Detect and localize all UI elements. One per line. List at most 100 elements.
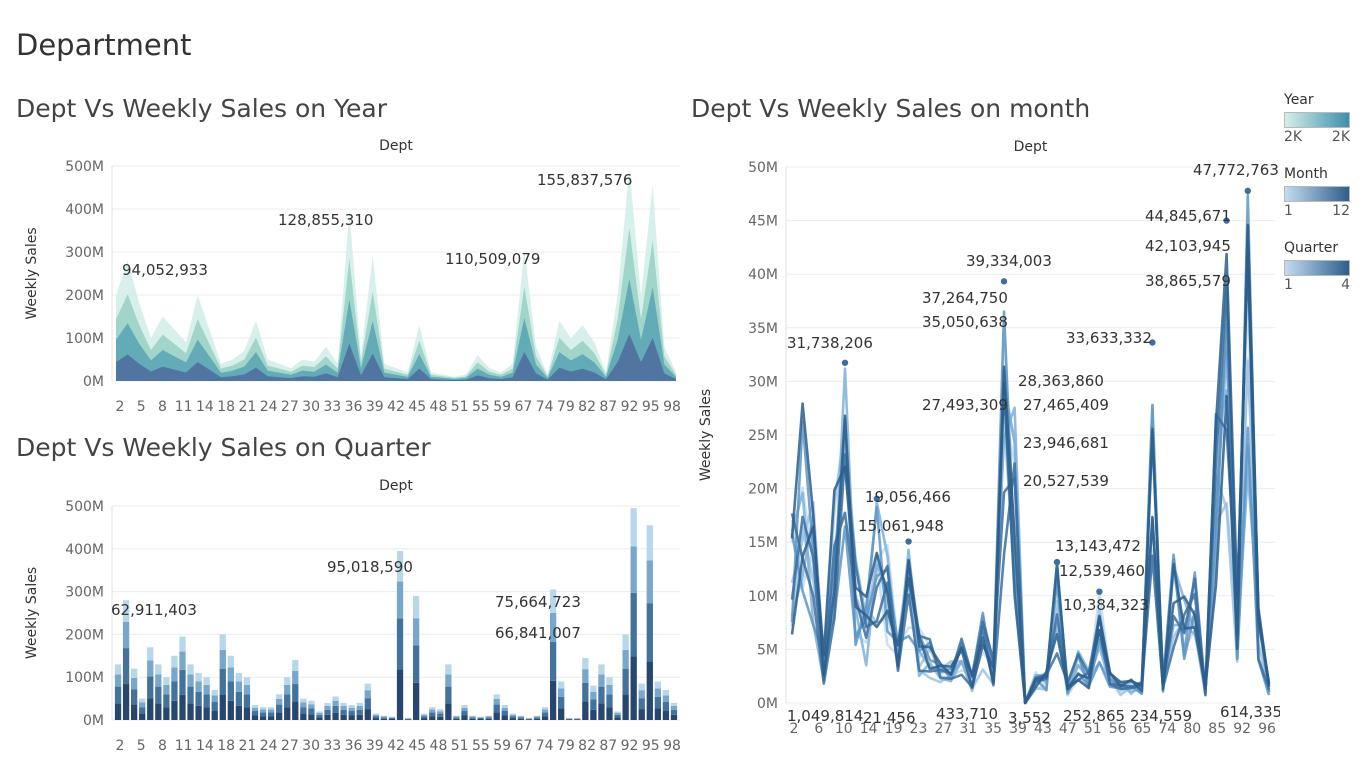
data-label: 27,465,409 xyxy=(1023,396,1109,414)
bar-segment xyxy=(348,707,355,712)
bar-segment xyxy=(396,581,404,619)
data-label: 28,363,860 xyxy=(1018,372,1104,390)
peak-marker xyxy=(1149,339,1156,346)
bar-segment xyxy=(131,668,138,678)
bar-segment xyxy=(477,717,484,719)
bar-segment xyxy=(574,718,581,720)
bar-segment xyxy=(372,713,379,715)
x-tick-label: 47 xyxy=(1059,721,1077,737)
bar-segment xyxy=(300,707,307,714)
bar-segment xyxy=(122,621,130,649)
bar-segment xyxy=(558,681,565,689)
x-tick-label: 8 xyxy=(158,738,167,754)
bar-segment xyxy=(276,704,283,713)
bar-segment xyxy=(235,705,243,720)
bar-segment xyxy=(147,676,154,699)
bar-segment xyxy=(316,717,323,720)
x-tick-label: 79 xyxy=(557,399,575,415)
bar-segment xyxy=(340,709,347,715)
bar-segment xyxy=(429,707,436,710)
data-label: 21,456 xyxy=(863,709,916,727)
data-label: 33,633,332 xyxy=(1066,329,1152,347)
bar-segment xyxy=(308,708,315,715)
bar-segment xyxy=(501,707,508,712)
data-label: 47,772,763 xyxy=(1193,161,1279,179)
chart-header-dept: Dept xyxy=(1014,139,1048,155)
bar-segment xyxy=(251,707,259,712)
bar-segment xyxy=(598,674,605,687)
bar-segment xyxy=(227,667,234,682)
bar-segment xyxy=(308,704,315,709)
bar-segment xyxy=(654,708,661,720)
bar-segment xyxy=(364,698,371,710)
month-legend[interactable]: Month 1 12 xyxy=(1284,166,1354,219)
bar-segment xyxy=(179,651,186,670)
quarter-legend[interactable]: Quarter 1 4 xyxy=(1284,240,1354,293)
x-tick-label: 92 xyxy=(621,738,639,754)
bar-segment xyxy=(598,664,605,675)
y-tick-label: 400M xyxy=(65,542,104,558)
x-tick-label: 14 xyxy=(860,721,878,737)
bar-segment xyxy=(582,669,589,683)
bar-segment xyxy=(606,684,613,695)
x-tick-label: 56 xyxy=(1109,721,1127,737)
bar-segment xyxy=(396,669,404,720)
x-tick-label: 79 xyxy=(557,738,575,754)
y-axis-label: Weekly Sales xyxy=(698,389,714,481)
bar-segment xyxy=(267,709,275,713)
x-tick-label: 43 xyxy=(1034,721,1052,737)
bar-segment xyxy=(558,688,565,697)
peak-marker xyxy=(1000,278,1008,285)
x-tick-label: 96 xyxy=(1258,721,1276,737)
bar-segment xyxy=(461,705,468,708)
bar-segment xyxy=(267,707,275,710)
bar-segment xyxy=(590,709,597,720)
data-label: 39,334,003 xyxy=(966,252,1052,270)
y-tick-label: 35M xyxy=(748,321,778,337)
bar-segment xyxy=(155,664,162,675)
data-label: 3,552 xyxy=(1008,709,1051,727)
x-tick-label: 55 xyxy=(472,399,490,415)
bar-segment xyxy=(292,670,299,685)
year-sheet-title: Dept Vs Weekly Sales on Year xyxy=(16,94,388,123)
bar-segment xyxy=(477,716,484,718)
bar-segment xyxy=(517,717,525,719)
data-label: 12,539,460 xyxy=(1059,562,1145,580)
bar-segment xyxy=(235,691,243,706)
data-label: 31,738,206 xyxy=(787,334,873,352)
bar-segment xyxy=(670,709,678,715)
x-tick-label: 67 xyxy=(514,738,532,754)
bar-segment xyxy=(211,702,218,712)
x-tick-label: 74 xyxy=(536,738,554,754)
bar-segment xyxy=(638,709,645,720)
year-legend[interactable]: Year 2K 2K xyxy=(1284,92,1354,145)
x-tick-label: 33 xyxy=(323,399,341,415)
bar-segment xyxy=(155,703,162,720)
x-tick-label: 98 xyxy=(663,738,681,754)
bar-segment xyxy=(509,714,516,717)
bar-segment xyxy=(630,546,637,593)
bar-segment xyxy=(292,660,299,671)
month-line-chart[interactable]: Dept Weekly Sales 0M 5M 10M 15M 20M 25M 30M 35M 40… xyxy=(690,130,1280,765)
year-area-series-1 xyxy=(116,334,676,381)
x-tick-label: 27 xyxy=(934,721,952,737)
bar-segment xyxy=(131,704,138,720)
x-tick-label: 2 xyxy=(116,399,125,415)
bar-segment xyxy=(187,703,194,720)
bar-segment xyxy=(243,707,251,720)
bar-segment xyxy=(155,686,162,704)
bar-segment xyxy=(340,702,347,706)
x-tick-label: 48 xyxy=(430,738,448,754)
peak-marker xyxy=(1223,217,1230,224)
bar-segment xyxy=(324,709,331,715)
x-tick-label: 23 xyxy=(910,721,928,737)
bar-segment xyxy=(630,656,637,720)
data-label: 44,845,671 xyxy=(1145,207,1231,225)
bar-segment xyxy=(300,698,307,703)
month-sheet-title: Dept Vs Weekly Sales on month xyxy=(691,94,1091,123)
x-tick-label: 92 xyxy=(1233,721,1251,737)
year-legend-min: 2K xyxy=(1284,129,1303,145)
peak-marker xyxy=(905,538,912,545)
